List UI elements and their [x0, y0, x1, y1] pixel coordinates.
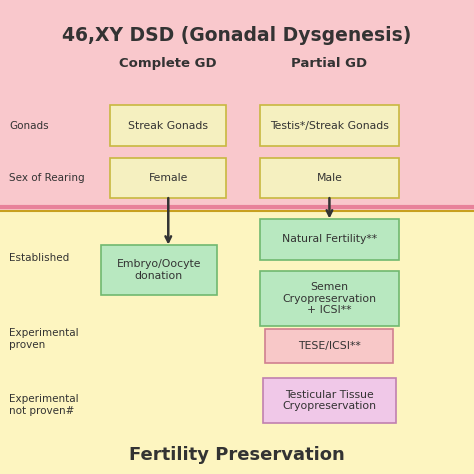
FancyBboxPatch shape — [259, 271, 399, 326]
Text: Embryo/Oocyte
donation: Embryo/Oocyte donation — [117, 259, 201, 281]
Text: Gonads: Gonads — [9, 120, 49, 131]
FancyBboxPatch shape — [259, 158, 399, 198]
Text: Sex of Rearing: Sex of Rearing — [9, 173, 85, 183]
FancyBboxPatch shape — [263, 378, 396, 423]
Text: TESE/ICSI**: TESE/ICSI** — [298, 341, 361, 351]
Text: Natural Fertility**: Natural Fertility** — [282, 234, 377, 245]
Text: Testicular Tissue
Cryopreservation: Testicular Tissue Cryopreservation — [283, 390, 376, 411]
Bar — [0, 0, 474, 211]
Text: Fertility Preservation: Fertility Preservation — [129, 446, 345, 464]
FancyBboxPatch shape — [100, 246, 217, 295]
Text: Male: Male — [317, 173, 342, 183]
FancyBboxPatch shape — [259, 219, 399, 260]
FancyBboxPatch shape — [110, 106, 226, 146]
Text: 46,XY DSD (Gonadal Dysgenesis): 46,XY DSD (Gonadal Dysgenesis) — [62, 26, 412, 45]
FancyBboxPatch shape — [265, 329, 393, 363]
Text: Complete GD: Complete GD — [119, 57, 217, 71]
FancyBboxPatch shape — [110, 158, 226, 198]
Text: Streak Gonads: Streak Gonads — [128, 120, 208, 131]
Text: Experimental
proven: Experimental proven — [9, 328, 79, 350]
Text: Testis*/Streak Gonads: Testis*/Streak Gonads — [270, 120, 389, 131]
FancyBboxPatch shape — [259, 106, 399, 146]
Text: Female: Female — [148, 173, 188, 183]
Text: Established: Established — [9, 253, 70, 264]
Text: Partial GD: Partial GD — [292, 57, 367, 71]
Text: Semen
Cryopreservation
+ ICSI**: Semen Cryopreservation + ICSI** — [283, 282, 376, 315]
Text: Experimental
not proven#: Experimental not proven# — [9, 394, 79, 416]
